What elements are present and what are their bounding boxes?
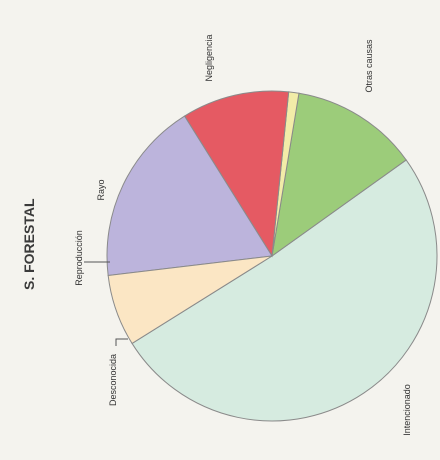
- leader-line-desconocida: [115, 338, 128, 346]
- slice-label-rayo: Rayo: [96, 179, 106, 200]
- slice-label-desconocida: Desconocida: [108, 354, 118, 406]
- pie-slice-otras-causas: [107, 255, 273, 345]
- pie-slice-rayo: [183, 90, 290, 258]
- slice-label-negligencia: Negligencia: [204, 34, 214, 81]
- chart-title: S. FORESTAL: [21, 198, 37, 290]
- slice-label-reproducci-n: Reproducción: [74, 230, 84, 286]
- slice-labels: Intencionado Desconocida Reproducción Rayo N…: [74, 34, 412, 435]
- pie-slice-negligencia: [106, 115, 273, 277]
- slice-label-intencionado: Intencionado: [402, 384, 412, 436]
- pie-slices: [106, 90, 438, 422]
- pie-slice-desconocida: [271, 92, 407, 258]
- pie-slice-intencionado: [131, 159, 438, 422]
- leader-lines: [84, 261, 128, 346]
- slice-label-otras-causas: Otras causas: [364, 39, 374, 93]
